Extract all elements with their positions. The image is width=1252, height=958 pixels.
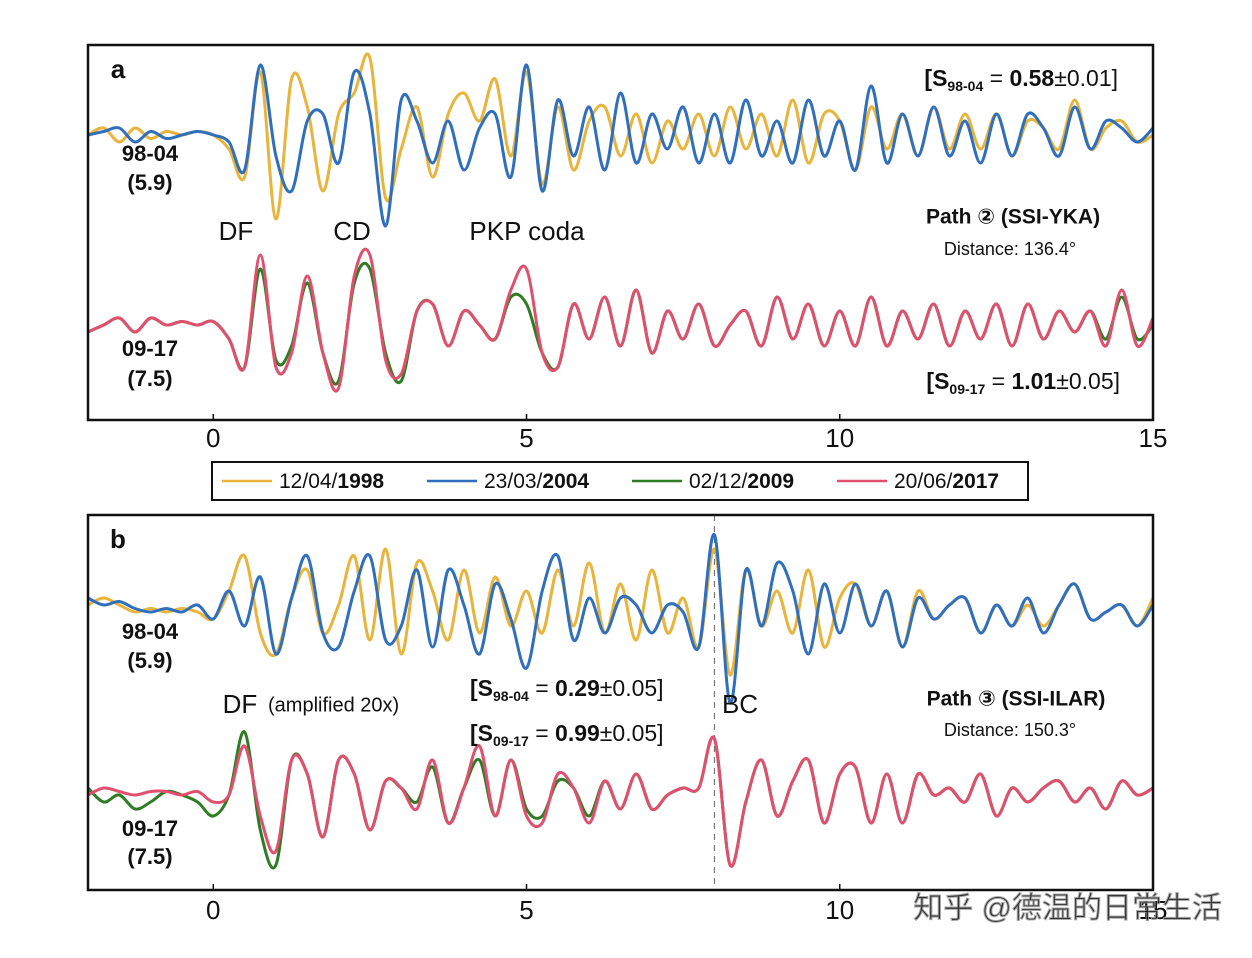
sim-open: [S — [924, 65, 947, 91]
waveform — [88, 63, 1153, 228]
sim-open: [S — [470, 675, 493, 701]
trace-label: 98-04 — [122, 141, 179, 166]
sim-value: 1.01 — [1011, 368, 1056, 394]
trace-magnitude: (5.9) — [127, 170, 172, 195]
sim-eq: = — [529, 675, 555, 701]
sim-sub: 98-04 — [947, 78, 983, 94]
legend-box — [211, 461, 1029, 501]
x-tick-label: 0 — [206, 895, 220, 925]
waveform — [88, 52, 1153, 221]
path-label: Path ② (SSI-YKA) — [926, 206, 1100, 229]
legend-year: 1998 — [337, 470, 384, 493]
panel-frame — [86, 513, 1155, 892]
x-tick-label: 5 — [519, 423, 533, 453]
legend-date: 12/04/ — [279, 470, 338, 493]
distance-label: Distance: 150.3° — [944, 720, 1076, 740]
phase-label: (amplified 20x) — [268, 694, 399, 716]
watermark: 知乎 @德温的日常生活 — [913, 892, 1222, 925]
sim-rest: ±0.05] — [1056, 368, 1120, 394]
trace-magnitude: (5.9) — [127, 648, 172, 673]
phase-label: CD — [333, 216, 371, 246]
trace-label: 09-17 — [122, 816, 178, 841]
waveform — [88, 533, 1153, 705]
sim-sub: 98-04 — [493, 688, 529, 704]
similarity-annotation: [S09-17 = 1.01±0.05] — [926, 368, 1120, 397]
phase-label: DF — [223, 689, 258, 719]
waveform — [88, 735, 1153, 868]
legend-year: 2009 — [747, 470, 794, 493]
sim-value: 0.99 — [555, 720, 600, 746]
sim-eq: = — [529, 720, 555, 746]
x-tick-label: 10 — [825, 423, 854, 453]
sim-sub: 09-17 — [949, 381, 985, 397]
sim-rest: ±0.05] — [600, 675, 664, 701]
legend-entry: 23/03/2004 — [484, 470, 589, 493]
sim-eq: = — [985, 368, 1011, 394]
phase-label: DF — [219, 216, 254, 246]
trace-label: 09-17 — [122, 336, 178, 361]
x-tick-label: 15 — [1139, 423, 1168, 453]
x-tick-label: 10 — [825, 895, 854, 925]
x-tick-label: 5 — [519, 895, 533, 925]
legend-entry: 12/04/1998 — [279, 470, 384, 493]
panel-label: b — [110, 524, 126, 554]
similarity-annotation: [S09-17 = 0.99±0.05] — [470, 720, 664, 749]
sim-rest: ±0.05] — [600, 720, 664, 746]
waveform — [88, 247, 1153, 393]
panel-label: a — [111, 54, 126, 84]
x-tick-label: 15 — [1139, 895, 1168, 925]
similarity-annotation: [S98-04 = 0.29±0.05] — [470, 675, 664, 704]
legend-date: 20/06/ — [894, 470, 953, 493]
sim-sub: 09-17 — [493, 733, 529, 749]
legend-entry: 02/12/2009 — [689, 470, 794, 493]
panel-frame — [86, 43, 1155, 422]
sim-rest: ±0.01] — [1054, 65, 1118, 91]
sim-open: [S — [926, 368, 949, 394]
legend-year: 2004 — [542, 470, 589, 493]
sim-open: [S — [470, 720, 493, 746]
path-label: Path ③ (SSI-ILAR) — [927, 688, 1106, 711]
phase-label: PKP coda — [469, 216, 585, 246]
trace-magnitude: (7.5) — [127, 844, 172, 869]
legend-date: 02/12/ — [689, 470, 748, 493]
legend-date: 23/03/ — [484, 470, 543, 493]
distance-label: Distance: 136.4° — [944, 239, 1076, 259]
sim-eq: = — [983, 65, 1009, 91]
legend-entry: 20/06/2017 — [894, 470, 999, 493]
sim-value: 0.29 — [555, 675, 600, 701]
legend-year: 2017 — [952, 470, 999, 493]
trace-magnitude: (7.5) — [127, 366, 172, 391]
phase-label: BC — [722, 689, 758, 719]
similarity-annotation: [S98-04 = 0.58±0.01] — [924, 65, 1118, 94]
trace-label: 98-04 — [122, 619, 179, 644]
sim-value: 0.58 — [1009, 65, 1054, 91]
x-tick-label: 0 — [206, 423, 220, 453]
